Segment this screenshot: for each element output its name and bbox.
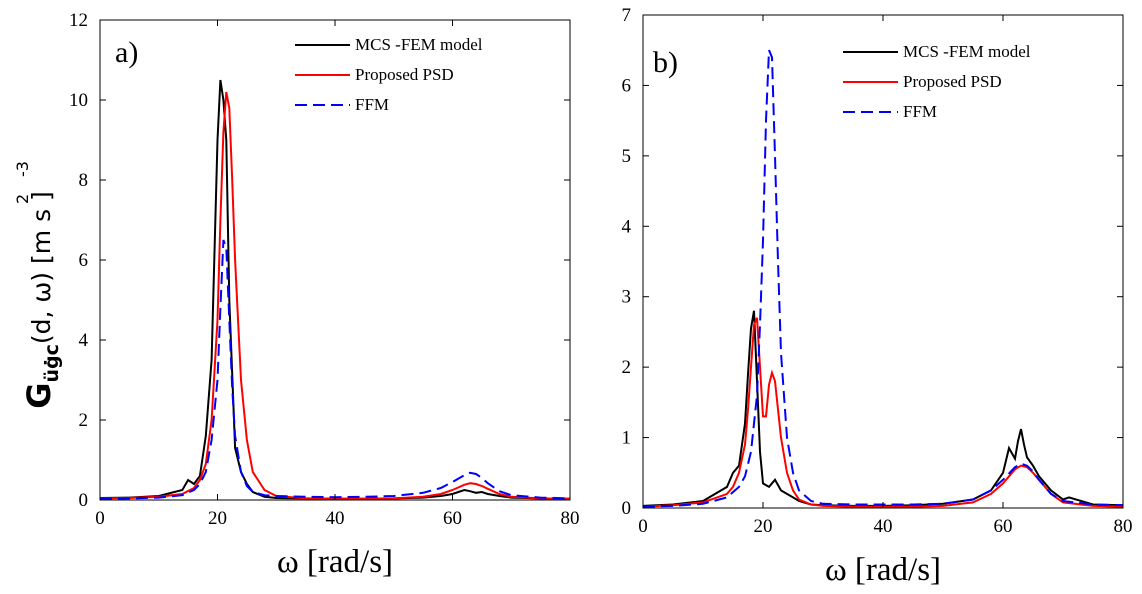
legend-label-b-3: FFM xyxy=(903,102,937,121)
panel-label-b: b) xyxy=(653,46,678,79)
y-axis-label-rest: (d, ω) [m s ] xyxy=(27,191,56,344)
x-tick-label-a: 0 xyxy=(95,508,105,529)
y-tick-label-b: 2 xyxy=(622,357,632,378)
y-axis-label-sup-3: -3 xyxy=(13,161,32,177)
y-axis-label: Güġc(d, ω) [m s ] 2 -3 xyxy=(13,161,63,409)
axes-box-b xyxy=(642,14,1124,509)
y-tick-label-b: 0 xyxy=(622,498,632,519)
y-axis-label-subscript: üġc xyxy=(41,344,63,382)
x-tick-label-a: 60 xyxy=(443,508,462,529)
y-tick-label-b: 3 xyxy=(622,287,632,308)
y-tick-label-b: 5 xyxy=(622,146,632,167)
legend-label-b-2: Proposed PSD xyxy=(903,72,1002,91)
series-line-b-3 xyxy=(643,49,1123,508)
x-axis-label-b: ω [rad/s] xyxy=(825,552,941,588)
chart-panel-a: 0 20 40 60 80 0 2 4 6 8 10 12 ω [rad/s] a) MCS -FEM mo… xyxy=(69,10,580,580)
axes-box-a xyxy=(99,19,571,501)
y-tick-label-a: 8 xyxy=(79,170,89,191)
series-line-a-2 xyxy=(100,91,570,500)
x-tick-label-b: 20 xyxy=(754,516,773,537)
y-tick-label-a: 4 xyxy=(79,330,89,351)
y-tick-label-b: 4 xyxy=(622,216,632,237)
series-line-a-3 xyxy=(100,239,570,500)
y-tick-label-a: 2 xyxy=(79,410,89,431)
x-tick-label-a: 20 xyxy=(208,508,227,529)
y-tick-label-a: 10 xyxy=(69,90,88,111)
chart-panel-b: 0 20 40 60 80 0 1 2 3 4 5 6 7 ω [rad/s] b) MCS -FEM mod… xyxy=(622,5,1133,588)
x-axis-label-a: ω [rad/s] xyxy=(277,544,393,580)
y-tick-label-a: 0 xyxy=(79,490,89,511)
y-axis-label-sup-2: 2 xyxy=(13,194,32,204)
y-tick-label-b: 1 xyxy=(622,428,632,449)
x-tick-label-b: 60 xyxy=(994,516,1013,537)
x-tick-label-b: 0 xyxy=(638,516,648,537)
y-tick-label-a: 12 xyxy=(69,10,88,31)
svg-text:Güġc(d, ω) [m s ]: Güġc(d, ω) [m s ] xyxy=(20,191,63,409)
legend-label-a-2: Proposed PSD xyxy=(355,65,454,84)
legend-label-a-3: FFM xyxy=(355,95,389,114)
y-axis-label-main: G xyxy=(20,383,58,409)
x-tick-label-b: 40 xyxy=(874,516,893,537)
x-tick-label-b: 80 xyxy=(1114,516,1133,537)
x-tick-label-a: 40 xyxy=(326,508,345,529)
legend-label-a-1: MCS -FEM model xyxy=(355,35,483,54)
y-tick-label-b: 6 xyxy=(622,75,632,96)
series-line-b-2 xyxy=(643,317,1123,508)
series-line-a-1 xyxy=(100,79,570,500)
y-tick-label-b: 7 xyxy=(622,5,632,26)
series-line-b-1 xyxy=(643,310,1123,507)
panel-label-a: a) xyxy=(115,36,138,69)
legend-label-b-1: MCS -FEM model xyxy=(903,42,1031,61)
x-tick-label-a: 80 xyxy=(561,508,580,529)
y-tick-label-a: 6 xyxy=(79,250,89,271)
